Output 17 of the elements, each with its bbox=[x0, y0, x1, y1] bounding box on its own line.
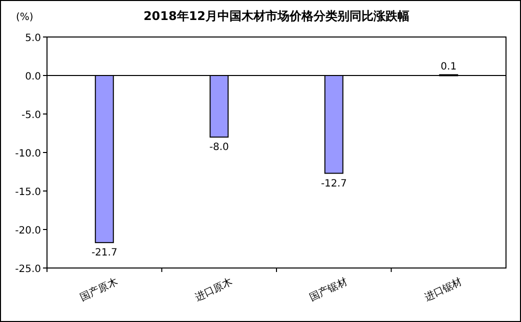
y-tick-label: 5.0 bbox=[25, 33, 41, 44]
y-axis-title: (%) bbox=[16, 12, 34, 23]
data-label: -21.7 bbox=[91, 248, 118, 259]
x-tick-label: 国产锯材 bbox=[308, 276, 350, 304]
chart-title: 2018年12月中国木材市场价格分类别同比涨跌幅 bbox=[143, 9, 410, 23]
x-tick-label: 国产原木 bbox=[78, 276, 120, 304]
data-label: 0.1 bbox=[440, 62, 457, 73]
y-tick-label: 0.0 bbox=[25, 72, 41, 82]
data-label: -12.7 bbox=[320, 178, 347, 190]
y-tick-label: -5.0 bbox=[21, 110, 41, 121]
y-tick-label: -15.0 bbox=[15, 187, 41, 198]
y-tick-label: -25.0 bbox=[15, 264, 41, 275]
y-tick-label: -20.0 bbox=[15, 226, 41, 236]
x-tick-label: 进口锯材 bbox=[422, 276, 464, 304]
y-tick-label: -10.0 bbox=[15, 148, 41, 160]
x-tick-label: 进口原木 bbox=[193, 276, 234, 304]
data-label: -8.0 bbox=[209, 142, 229, 154]
